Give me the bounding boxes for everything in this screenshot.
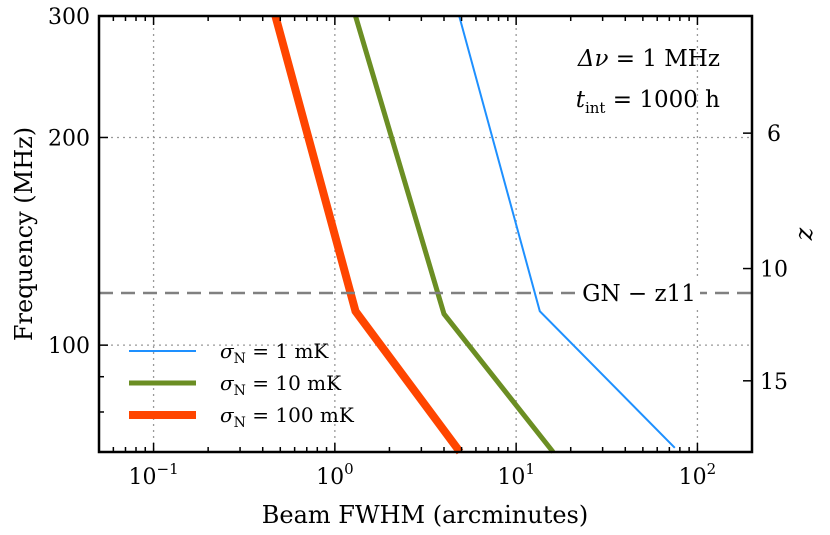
legend-value: = 10 mK	[246, 371, 342, 395]
x-tick-label: 101	[497, 460, 535, 490]
legend-label-1mk: σN = 1 mK	[220, 339, 329, 367]
x-tick-label: 10−1	[129, 460, 179, 490]
z-tick-label: 6	[767, 122, 781, 147]
integration-symbol: t	[576, 87, 586, 113]
integration-value: = 1000 h	[605, 87, 720, 113]
y-tick-label: 300	[48, 5, 90, 30]
legend: σN = 1 mK σN = 10 mK σN = 100 mK	[129, 339, 355, 431]
z-axis-title: z	[790, 227, 818, 241]
bandwidth-symbol: Δν	[577, 46, 609, 72]
plot-frame	[97, 14, 754, 454]
legend-value: = 100 mK	[246, 403, 355, 427]
x-tick-label: 102	[679, 460, 717, 490]
gn-z11-label: GN − z11	[582, 281, 696, 307]
series-line-1	[353, 15, 556, 454]
legend-subscript: N	[234, 415, 246, 431]
y-tick-label: 200	[48, 126, 90, 151]
legend-value: = 1 mK	[246, 339, 330, 363]
series-layer	[271, 14, 676, 455]
axis-ticks	[98, 15, 753, 453]
series-line-2	[271, 14, 464, 455]
legend-subscript: N	[234, 383, 246, 399]
legend-label-100mk: σN = 100 mK	[220, 403, 355, 431]
legend-subscript: N	[234, 351, 246, 367]
z-tick-label: 15	[760, 370, 788, 395]
y-axis-title: Frequency (MHz)	[10, 127, 38, 341]
legend-symbol: σ	[220, 339, 235, 363]
grid	[99, 15, 752, 452]
integration-annotation: tint = 1000 h	[576, 87, 720, 117]
series-line-0	[458, 15, 676, 449]
legend-symbol: σ	[220, 403, 235, 427]
gn-z11-label-background	[578, 280, 700, 307]
z-tick-label: 10	[760, 258, 788, 283]
y-tick-label: 100	[48, 334, 90, 359]
integration-subscript: int	[585, 99, 606, 117]
bandwidth-annotation: Δν = 1 MHz	[577, 46, 720, 72]
legend-label-10mk: σN = 10 mK	[220, 371, 342, 399]
bandwidth-value: = 1 MHz	[608, 46, 720, 72]
x-axis-title: Beam FWHM (arcminutes)	[262, 501, 588, 529]
legend-symbol: σ	[220, 371, 235, 395]
x-tick-label: 100	[316, 460, 354, 490]
